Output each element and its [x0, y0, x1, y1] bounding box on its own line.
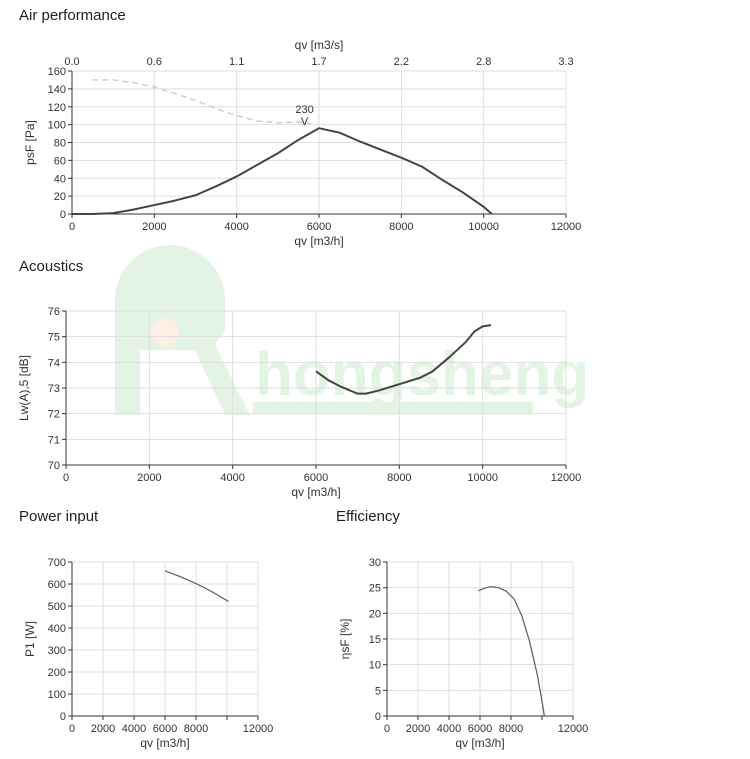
air-xtick-label: 10000 [468, 221, 499, 233]
air-x2tick-label: 2.8 [476, 56, 491, 68]
air-x2tick-label: 1.1 [229, 56, 244, 68]
acoustics-xtick-label: 4000 [220, 472, 244, 484]
power-ytick-label: 500 [48, 601, 66, 613]
air-xtick-label: 6000 [307, 221, 331, 233]
air-annotation-unit: V [301, 116, 309, 128]
air-series-line [72, 127, 493, 215]
acoustics-xtick-label: 6000 [304, 472, 328, 484]
watermark-text: hongsheng [255, 340, 589, 409]
power-xtick-label: 6000 [153, 723, 177, 735]
efficiency-x-axis-label: qv [m3/h] [455, 736, 504, 750]
efficiency-y-axis-label: ηsF [%] [338, 619, 352, 660]
air-performance-heading: Air performance [19, 7, 126, 24]
power-ytick-label: 200 [48, 667, 66, 679]
air-ytick-label: 60 [54, 155, 66, 167]
efficiency-ytick-label: 30 [369, 557, 381, 569]
efficiency-ytick-label: 10 [369, 660, 381, 672]
air-annotation-voltage: 230 [295, 104, 313, 116]
power-xtick-label: 4000 [122, 723, 146, 735]
efficiency-xtick-label: 8000 [499, 723, 523, 735]
efficiency-xtick-label: 4000 [437, 723, 461, 735]
acoustics-xtick-label: 10000 [467, 472, 498, 484]
power-series-line [164, 570, 229, 603]
air-ytick-label: 40 [54, 173, 66, 185]
efficiency-xtick-label: 6000 [468, 723, 492, 735]
power-ytick-label: 600 [48, 579, 66, 591]
air-xtick-label: 2000 [142, 221, 166, 233]
air-xtick-label: 4000 [224, 221, 248, 233]
acoustics-ytick-label: 75 [48, 332, 60, 344]
acoustics-xtick-label: 0 [63, 472, 69, 484]
air-x2tick-label: 0.0 [64, 56, 79, 68]
power-ytick-label: 700 [48, 557, 66, 569]
efficiency-ytick-label: 15 [369, 634, 381, 646]
acoustics-xtick-label: 12000 [551, 472, 582, 484]
air-ytick-label: 100 [48, 120, 66, 132]
efficiency-ytick-label: 5 [375, 685, 381, 697]
power-xtick-label: 8000 [184, 723, 208, 735]
air-series-line [92, 79, 311, 125]
acoustics-y-axis-label: Lw(A),5 [dB] [17, 355, 31, 421]
efficiency-xtick-label: 2000 [406, 723, 430, 735]
power-xtick-label: 0 [69, 723, 75, 735]
air-x2tick-label: 3.3 [558, 56, 573, 68]
acoustics-ytick-label: 76 [48, 306, 60, 318]
efficiency-xtick-label: 12000 [558, 723, 589, 735]
power-ytick-label: 0 [60, 711, 66, 723]
air-x2tick-label: 0.6 [147, 56, 162, 68]
acoustics-series-line [315, 324, 492, 395]
air-x2tick-label: 1.7 [311, 56, 326, 68]
power-xtick-label: 12000 [243, 723, 274, 735]
air-ytick-label: 20 [54, 191, 66, 203]
air-ytick-label: 80 [54, 138, 66, 150]
efficiency-heading: Efficiency [336, 508, 400, 525]
acoustics-ytick-label: 70 [48, 460, 60, 472]
air-x2-axis-label: qv [m3/s] [295, 38, 344, 52]
acoustics-xtick-label: 2000 [137, 472, 161, 484]
air-ytick-label: 140 [48, 84, 66, 96]
air-ytick-label: 160 [48, 66, 66, 78]
power-ytick-label: 300 [48, 645, 66, 657]
acoustics-ytick-label: 71 [48, 434, 60, 446]
acoustics-heading: Acoustics [19, 258, 84, 275]
air-xtick-label: 8000 [389, 221, 413, 233]
air-y-axis-label: psF [Pa] [23, 120, 37, 165]
efficiency-xtick-label: 0 [384, 723, 390, 735]
power-x-axis-label: qv [m3/h] [140, 736, 189, 750]
air-ytick-label: 0 [60, 209, 66, 221]
efficiency-ytick-label: 25 [369, 583, 381, 595]
efficiency-ytick-label: 0 [375, 711, 381, 723]
power-input-heading: Power input [19, 508, 99, 525]
air-x-axis-label: qv [m3/h] [294, 234, 343, 248]
acoustics-ytick-label: 74 [48, 357, 60, 369]
power-y-axis-label: P1 [W] [23, 621, 37, 657]
power-ytick-label: 400 [48, 623, 66, 635]
acoustics-x-axis-label: qv [m3/h] [291, 485, 340, 499]
efficiency-series-line [478, 585, 545, 717]
acoustics-xtick-label: 8000 [387, 472, 411, 484]
air-ytick-label: 120 [48, 102, 66, 114]
acoustics-ytick-label: 72 [48, 409, 60, 421]
air-x2tick-label: 2.2 [394, 56, 409, 68]
power-xtick-label: 2000 [91, 723, 115, 735]
air-xtick-label: 12000 [551, 221, 582, 233]
air-xtick-label: 0 [69, 221, 75, 233]
efficiency-ytick-label: 20 [369, 608, 381, 620]
power-ytick-label: 100 [48, 689, 66, 701]
acoustics-ytick-label: 73 [48, 383, 60, 395]
